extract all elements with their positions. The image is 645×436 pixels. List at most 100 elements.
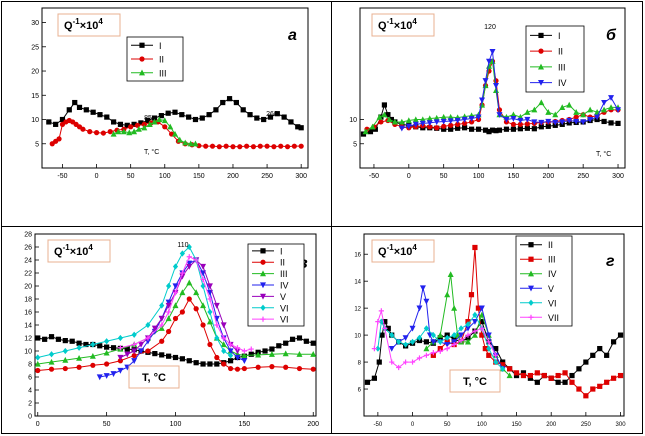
data-point — [423, 325, 429, 332]
data-point — [444, 345, 450, 352]
data-point — [611, 339, 617, 345]
data-point — [482, 127, 489, 133]
series-line — [120, 259, 238, 358]
legend-marker — [528, 270, 534, 277]
legend-label: III — [548, 255, 556, 265]
data-point — [159, 302, 165, 309]
data-point — [241, 348, 247, 354]
data-point — [538, 124, 544, 130]
y-tick-label: 24 — [24, 258, 32, 265]
data-point — [167, 123, 174, 130]
data-point — [382, 325, 388, 331]
y-tick-label: 5 — [35, 141, 39, 148]
data-point — [458, 325, 464, 332]
data-point — [430, 352, 436, 358]
data-point — [403, 359, 409, 365]
data-point — [200, 276, 206, 283]
data-point — [274, 111, 280, 117]
data-point — [131, 352, 137, 359]
data-point — [172, 302, 179, 309]
data-point — [214, 354, 220, 361]
data-point — [608, 104, 615, 110]
series-ii-1 — [35, 296, 316, 374]
data-point — [87, 129, 93, 135]
data-point — [186, 243, 192, 251]
legend-label: VI — [280, 315, 289, 325]
data-point — [475, 126, 482, 132]
data-point — [138, 120, 144, 126]
data-point — [471, 319, 478, 325]
data-point — [555, 372, 561, 379]
data-point — [510, 115, 517, 122]
data-point — [419, 120, 426, 127]
data-point — [200, 361, 206, 367]
x-tick-label: 0 — [411, 422, 415, 428]
data-point — [110, 371, 117, 377]
data-point — [615, 120, 621, 126]
data-point — [104, 361, 110, 367]
data-point — [444, 291, 451, 298]
series-iii-2 — [34, 279, 317, 367]
data-point — [131, 348, 138, 355]
data-point — [179, 112, 185, 118]
data-point — [385, 325, 391, 331]
data-point — [48, 366, 55, 372]
data-point — [166, 309, 172, 315]
data-point — [587, 116, 594, 123]
data-point — [465, 332, 471, 338]
data-point — [576, 366, 582, 372]
data-point — [590, 386, 596, 392]
data-point — [471, 331, 478, 338]
legend-label: IV — [548, 269, 557, 279]
data-point — [437, 335, 443, 341]
data-point — [166, 353, 172, 359]
legend-marker — [139, 56, 145, 62]
data-point — [298, 125, 304, 131]
x-tick-label: 150 — [239, 421, 251, 428]
data-point — [398, 118, 405, 125]
data-point — [62, 365, 68, 372]
data-point — [193, 289, 200, 296]
data-point — [269, 346, 275, 352]
data-point — [234, 354, 241, 361]
data-point — [479, 332, 485, 338]
x-tick-label: 50 — [444, 422, 451, 428]
legend-label: II — [280, 258, 285, 268]
data-point — [486, 339, 492, 345]
data-point — [524, 116, 531, 123]
x-tick-label: 300 — [295, 173, 307, 180]
data-point — [475, 305, 481, 311]
data-point — [500, 359, 506, 365]
data-point — [227, 348, 234, 355]
x-tick-label: 150 — [193, 173, 205, 180]
data-point — [371, 375, 377, 381]
data-point — [220, 322, 227, 329]
data-point — [573, 114, 579, 120]
data-point — [434, 125, 440, 131]
data-point — [403, 341, 409, 348]
data-point — [124, 122, 130, 128]
data-point — [192, 116, 199, 123]
data-point — [426, 120, 433, 127]
data-point — [248, 346, 254, 352]
data-point — [165, 299, 172, 306]
data-point — [426, 115, 433, 122]
data-point — [381, 102, 388, 108]
data-point — [472, 311, 478, 318]
data-point — [524, 121, 530, 127]
data-point — [590, 352, 596, 358]
data-point — [531, 126, 537, 132]
data-point — [90, 362, 96, 368]
data-point — [100, 130, 106, 136]
data-point — [310, 340, 316, 346]
data-point — [601, 106, 608, 113]
data-point — [388, 116, 394, 123]
data-point — [447, 118, 454, 125]
data-point — [186, 114, 192, 120]
legend-label: IV — [558, 78, 567, 88]
data-point — [310, 351, 317, 357]
legend-marker — [528, 256, 534, 262]
legend-marker — [528, 314, 534, 320]
data-point — [447, 271, 454, 278]
data-point — [48, 334, 55, 340]
